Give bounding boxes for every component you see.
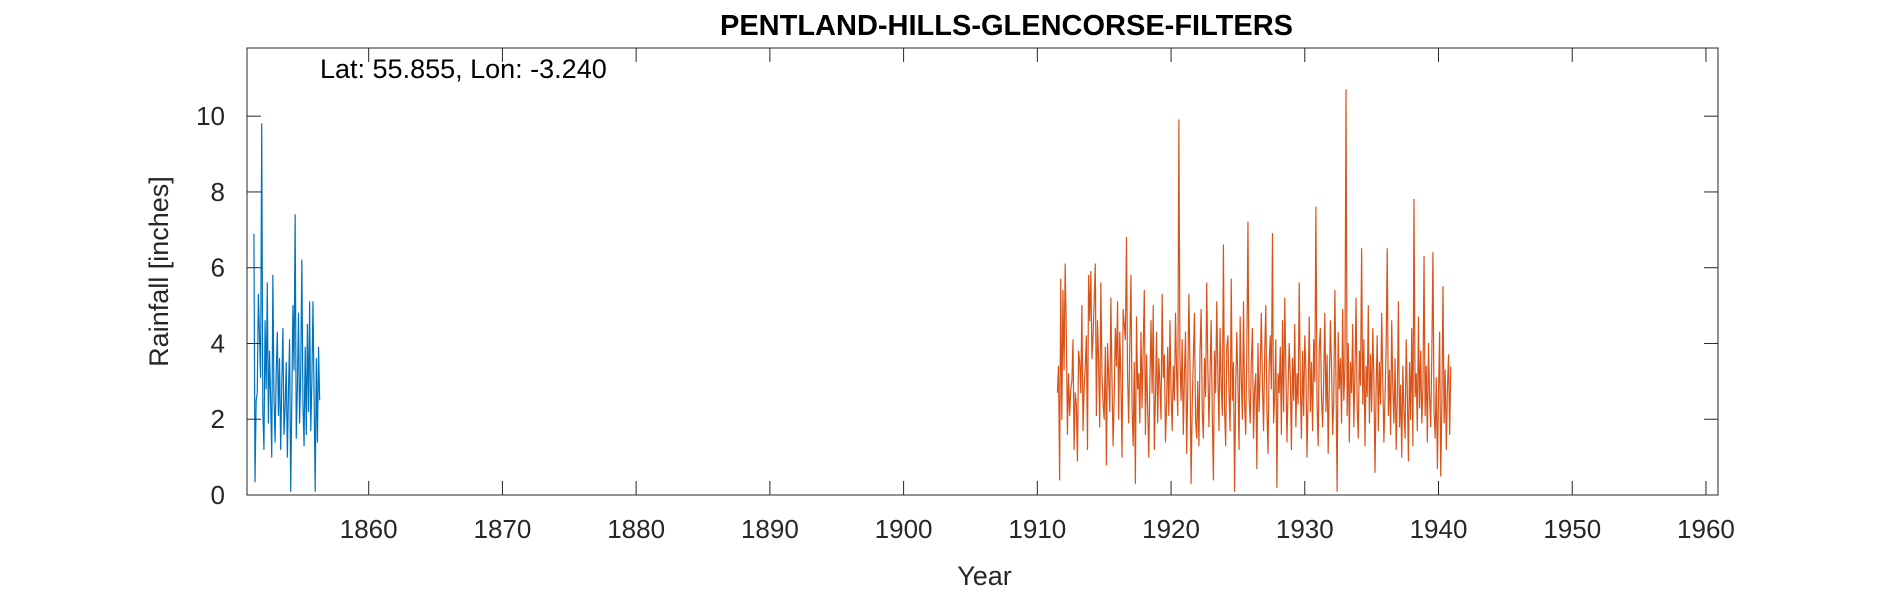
x-tick-label: 1930 <box>1276 514 1334 544</box>
x-tick-label: 1900 <box>875 514 933 544</box>
y-tick-label: 4 <box>211 328 225 358</box>
plot-area: 1860 1870 1880 1890 1900 1910 1920 1930 1940 1950… <box>196 47 1735 544</box>
rainfall-series-line-1 <box>253 123 321 492</box>
series-layer <box>253 89 1452 492</box>
y-tick-label: 0 <box>211 480 225 510</box>
x-tick-label: 1940 <box>1410 514 1468 544</box>
x-tick-label: 1960 <box>1677 514 1735 544</box>
x-tick-label: 1890 <box>741 514 799 544</box>
y-tick-label: 6 <box>211 253 225 283</box>
y-tick-label: 8 <box>211 177 225 207</box>
x-axis-title: Year <box>957 561 1012 591</box>
x-tick-label: 1920 <box>1142 514 1200 544</box>
y-tick-label: 10 <box>196 101 225 131</box>
rainfall-series-line-2 <box>1056 89 1452 492</box>
x-tick-label: 1860 <box>340 514 398 544</box>
axes-box <box>246 47 1719 496</box>
chart-title: PENTLAND-HILLS-GLENCORSE-FILTERS <box>720 10 1293 42</box>
ticks-layer: 1860 1870 1880 1890 1900 1910 1920 1930 1940 1950… <box>196 48 1735 544</box>
y-axis-title: Rainfall [inches] <box>144 176 174 367</box>
coordinates-annotation: Lat: 55.855, Lon: -3.240 <box>320 54 607 84</box>
x-tick-label: 1880 <box>607 514 665 544</box>
x-tick-label: 1910 <box>1008 514 1066 544</box>
x-tick-label: 1950 <box>1543 514 1601 544</box>
y-tick-label: 2 <box>211 404 225 434</box>
x-tick-label: 1870 <box>473 514 531 544</box>
